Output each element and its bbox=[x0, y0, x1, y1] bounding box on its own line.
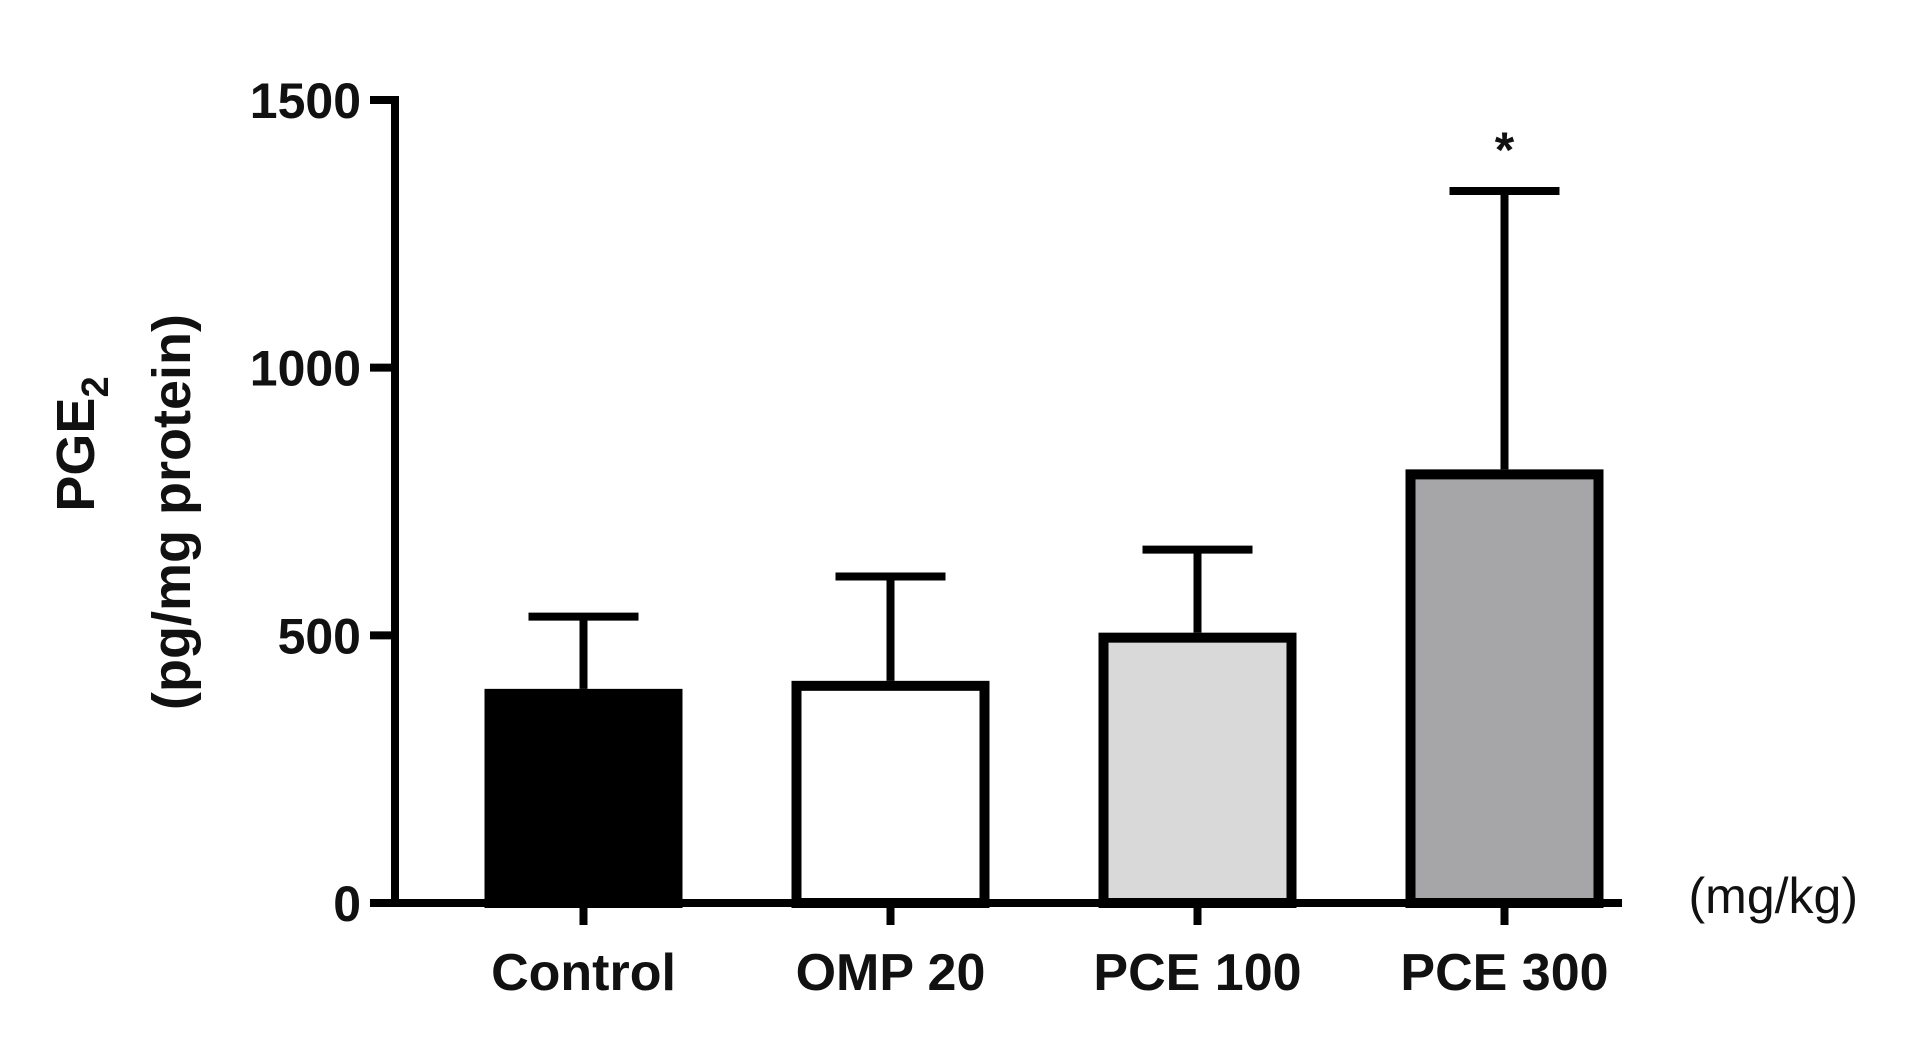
significance-marker-3: * bbox=[1495, 122, 1515, 178]
y-tick-label-1: 500 bbox=[278, 608, 361, 664]
y-tick-label-3: 1500 bbox=[250, 73, 361, 129]
chart-marks: * bbox=[484, 122, 1604, 908]
y-tick-label-2: 1000 bbox=[250, 341, 361, 397]
bar-1 bbox=[791, 680, 990, 908]
bar-2 bbox=[1098, 632, 1297, 908]
x-tick-label-3: PCE 300 bbox=[1400, 944, 1608, 1002]
svg-text:PGE2: PGE2 bbox=[46, 376, 117, 511]
x-tick-label-1: OMP 20 bbox=[796, 944, 986, 1002]
x-tick-label-0: Control bbox=[491, 944, 676, 1002]
x-tick-label-2: PCE 100 bbox=[1093, 944, 1301, 1002]
bar-3 bbox=[1405, 469, 1604, 908]
x-unit-label: (mg/kg) bbox=[1689, 868, 1858, 924]
chart-axes: Control OMP 20 PCE 100 PCE 300 0 500 1000 1500 bbox=[250, 73, 1622, 1002]
bar-0 bbox=[484, 688, 683, 908]
y-axis-label-subscript: 2 bbox=[75, 376, 117, 397]
y-axis-label-unit: (pg/mg protein) bbox=[142, 314, 202, 710]
y-tick-label-0: 0 bbox=[333, 876, 361, 932]
y-axis-label: PGE2 (pg/mg protein) bbox=[46, 314, 202, 710]
y-axis-label-main: PGE bbox=[46, 398, 106, 512]
